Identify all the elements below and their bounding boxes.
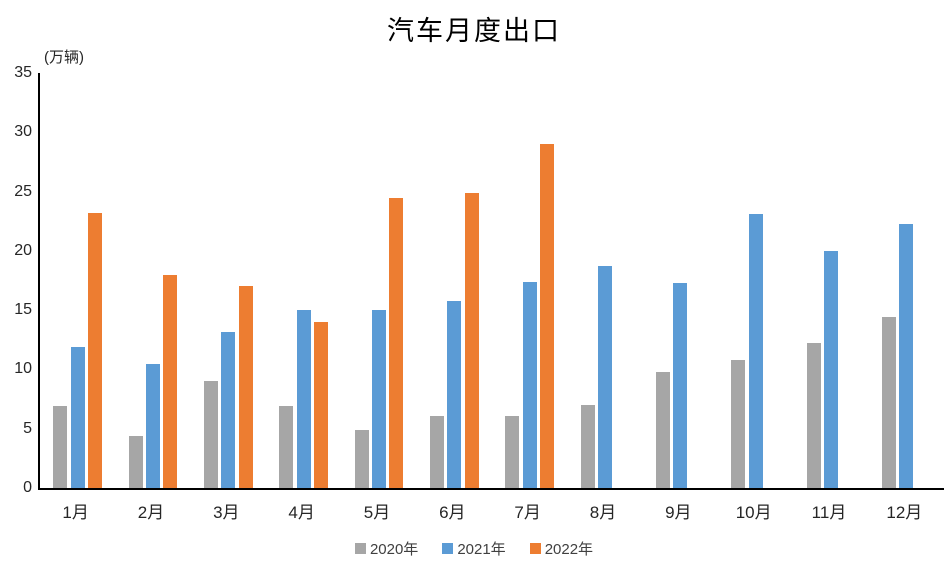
- legend-item-2022年: 2022年: [529, 538, 594, 559]
- x-axis-label-4月: 4月: [288, 503, 315, 522]
- bar-2021年-7月: [522, 281, 537, 488]
- y-tick-label: 25: [14, 182, 32, 200]
- bar-2022年-7月: [540, 144, 555, 488]
- x-axis-label-6月: 6月: [439, 503, 466, 522]
- x-axis-label-11月: 11月: [811, 503, 847, 522]
- bar-2020年-7月: [505, 415, 520, 488]
- bar-2020年-11月: [806, 343, 821, 488]
- chart-title: 汽车月度出口: [387, 16, 561, 46]
- y-tick-label: 10: [14, 360, 32, 378]
- bar-2020年-4月: [279, 406, 294, 488]
- bar-2021年-9月: [673, 282, 688, 488]
- bar-2021年-4月: [296, 310, 311, 488]
- y-tick-label: 0: [23, 479, 32, 496]
- bar-2021年-1月: [70, 346, 85, 488]
- legend-label: 2022年: [544, 541, 594, 558]
- y-tick-label: 20: [14, 241, 32, 259]
- legend-swatch-icon: [529, 543, 541, 554]
- x-axis-label-10月: 10月: [735, 503, 772, 522]
- x-axis-label-1月: 1月: [62, 503, 89, 522]
- y-tick-label: 5: [23, 419, 32, 437]
- bar-2021年-5月: [372, 310, 386, 488]
- bar-2022年-5月: [389, 197, 404, 488]
- plot-area: [38, 73, 944, 490]
- x-axis-label-8月: 8月: [589, 503, 617, 522]
- bar-2020年-6月: [429, 415, 444, 488]
- bar-2021年-3月: [221, 331, 236, 488]
- bar-2020年-12月: [881, 317, 896, 488]
- legend-item-2020年: 2020年: [354, 538, 419, 559]
- y-tick-label: 30: [14, 123, 32, 141]
- x-axis-label-3月: 3月: [213, 503, 240, 522]
- bar-2020年-1月: [53, 406, 68, 488]
- bar-2020年-2月: [128, 435, 143, 488]
- bar-2022年-1月: [88, 212, 103, 488]
- bar-2021年-10月: [748, 214, 763, 488]
- legend-label: 2020年: [369, 541, 419, 558]
- x-axis-label-5月: 5月: [363, 503, 391, 522]
- y-axis-unit-label: (万辆): [44, 49, 84, 66]
- legend-item-2021年: 2021年: [442, 538, 506, 559]
- legend-label: 2021年: [457, 541, 506, 558]
- bar-2020年-10月: [731, 359, 746, 488]
- bar-2022年-3月: [238, 286, 253, 488]
- y-tick-label: 15: [14, 301, 32, 319]
- bar-2020年-3月: [203, 381, 218, 488]
- bar-2022年-4月: [314, 322, 329, 488]
- x-axis-label-9月: 9月: [665, 503, 692, 522]
- bar-2020年-5月: [354, 429, 369, 488]
- bar-2021年-11月: [824, 250, 838, 488]
- bar-2021年-6月: [447, 300, 462, 488]
- bar-2020年-8月: [580, 405, 595, 488]
- bar-2021年-2月: [146, 363, 160, 488]
- bar-2022年-2月: [163, 274, 178, 488]
- legend: 2020年 2021年 2022年: [0, 538, 948, 559]
- bar-2020年-9月: [655, 371, 670, 488]
- bar-2021年-12月: [899, 223, 914, 488]
- bar-2021年-8月: [598, 266, 612, 488]
- x-axis-label-12月: 12月: [886, 503, 923, 522]
- x-axis-label-7月: 7月: [514, 503, 541, 522]
- bar-2022年-6月: [464, 192, 479, 488]
- y-tick-label: 35: [14, 64, 32, 81]
- legend-swatch-icon: [442, 543, 454, 554]
- x-axis-label-2月: 2月: [137, 503, 165, 522]
- legend-swatch-icon: [354, 543, 366, 554]
